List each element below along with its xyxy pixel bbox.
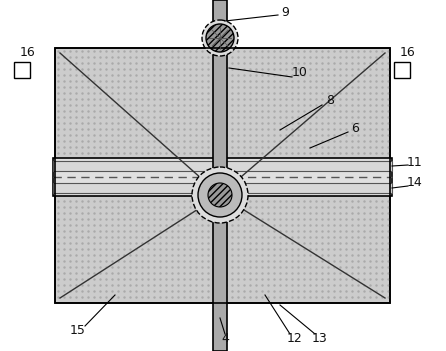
Bar bbox=[53, 183, 392, 193]
Circle shape bbox=[198, 173, 242, 217]
Text: 14: 14 bbox=[407, 177, 423, 190]
Bar bbox=[14, 62, 30, 78]
Bar bbox=[213, 48, 227, 303]
Text: 16: 16 bbox=[20, 46, 36, 59]
Text: 13: 13 bbox=[312, 331, 328, 344]
Circle shape bbox=[208, 183, 232, 207]
Text: 15: 15 bbox=[70, 324, 86, 337]
Bar bbox=[55, 48, 390, 303]
Text: 16: 16 bbox=[400, 46, 416, 59]
Bar bbox=[53, 161, 392, 171]
Text: 11: 11 bbox=[407, 157, 423, 170]
Text: 8: 8 bbox=[326, 93, 334, 106]
Text: 6: 6 bbox=[351, 121, 359, 134]
Text: 9: 9 bbox=[281, 6, 289, 19]
Bar bbox=[55, 48, 390, 303]
Circle shape bbox=[206, 24, 234, 52]
Text: 12: 12 bbox=[287, 331, 303, 344]
Circle shape bbox=[202, 20, 238, 56]
Bar bbox=[394, 62, 410, 78]
Text: 4: 4 bbox=[221, 331, 229, 344]
Bar bbox=[53, 158, 392, 196]
Circle shape bbox=[192, 167, 248, 223]
Text: 10: 10 bbox=[292, 66, 308, 79]
Bar bbox=[213, 0, 227, 351]
